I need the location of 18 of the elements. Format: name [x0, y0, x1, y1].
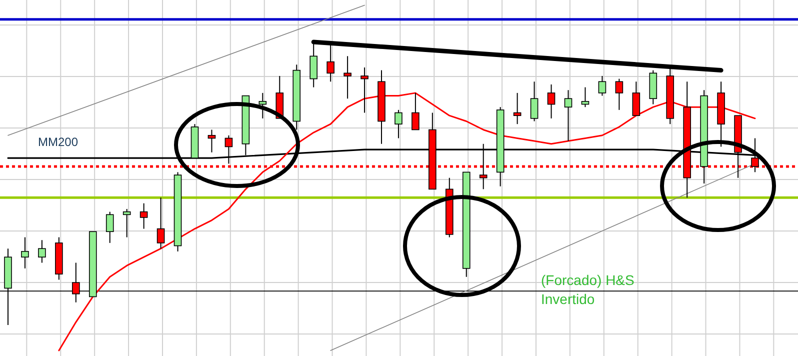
candlestick: [21, 236, 29, 269]
candlestick: [156, 197, 165, 250]
candlestick: [122, 208, 131, 238]
candlestick: [598, 75, 606, 96]
candlestick: [208, 129, 216, 153]
candlestick: [615, 78, 624, 110]
candlestick: [513, 92, 522, 125]
candlestick: [344, 56, 352, 100]
candlestick: [530, 81, 538, 122]
candlestick: [394, 109, 402, 139]
candlestick: [581, 86, 590, 108]
annotation: (Forcado) H&S Invertido: [541, 272, 634, 307]
series-label: MM200: [38, 135, 78, 150]
candlestick: [38, 240, 46, 264]
candlestick: [564, 90, 572, 142]
candlestick: [140, 202, 148, 230]
candlestick: [547, 84, 556, 119]
candlestick: [106, 211, 114, 244]
